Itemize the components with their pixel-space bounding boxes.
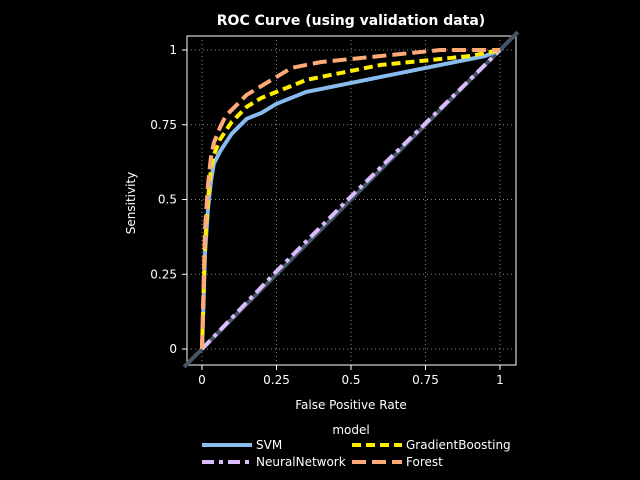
- chart-title: ROC Curve (using validation data): [217, 13, 485, 29]
- legend-label-forest: Forest: [406, 455, 443, 469]
- x-tick-label: 0: [198, 373, 206, 387]
- x-axis-ticks: 0 0.25 0.5 0.75 1: [198, 365, 504, 387]
- x-axis-label: False Positive Rate: [295, 398, 407, 412]
- y-tick-label: 0.75: [150, 118, 177, 132]
- series-line-neuralnetwork: [200, 48, 502, 351]
- y-axis-label: Sensitivity: [124, 172, 138, 234]
- x-tick-label: 0.5: [341, 373, 360, 387]
- y-tick-label: 1: [169, 43, 177, 57]
- x-tick-label: 1: [496, 373, 504, 387]
- series-lines: [200, 48, 502, 351]
- x-tick-label: 0.75: [412, 373, 439, 387]
- y-tick-label: 0.25: [150, 267, 177, 281]
- x-tick-label: 0.25: [263, 373, 290, 387]
- series-line-forest: [200, 48, 500, 350]
- legend-label-neuralnetwork: NeuralNetwork: [256, 455, 346, 469]
- y-tick-label: 0.5: [158, 193, 177, 207]
- y-axis-ticks: 0 0.25 0.5 0.75 1: [150, 43, 187, 356]
- legend-label-gradientboosting: GradientBoosting: [406, 438, 511, 452]
- legend-label-svm: SVM: [256, 438, 282, 452]
- legend: SVM GradientBoosting NeuralNetwork Forest: [202, 438, 511, 469]
- legend-title: model: [332, 423, 369, 437]
- y-tick-label: 0: [169, 342, 177, 356]
